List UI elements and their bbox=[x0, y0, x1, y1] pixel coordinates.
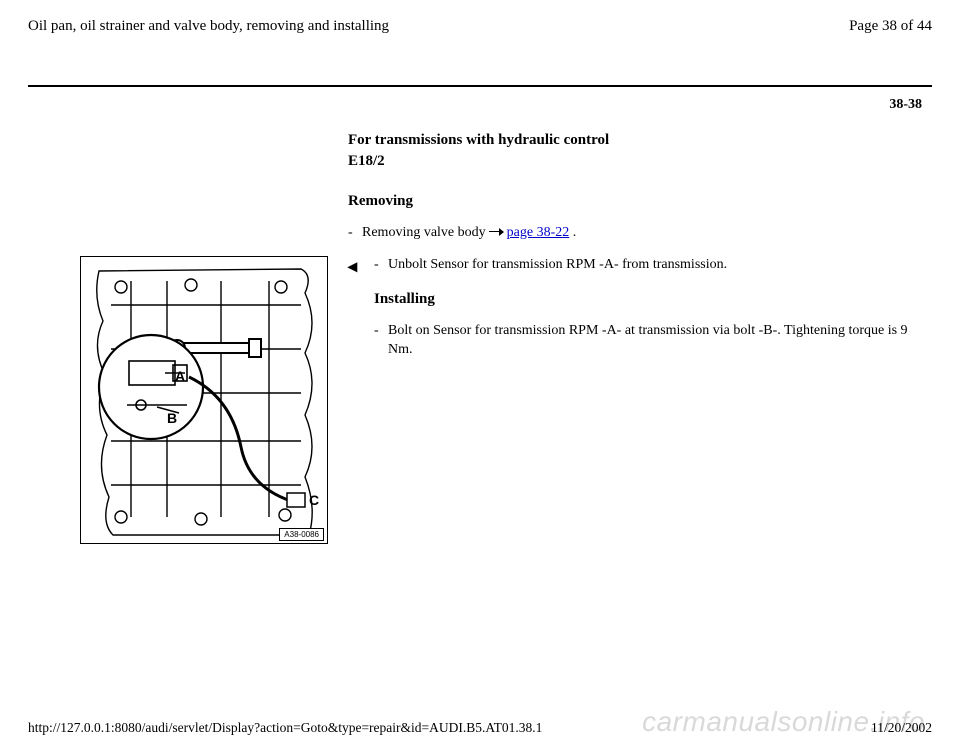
removing-step-text: Removing valve body page 38-22 . bbox=[362, 224, 576, 243]
dash-icon: - bbox=[374, 256, 388, 275]
goto-arrow-icon bbox=[489, 227, 503, 237]
figure-id: A38-0086 bbox=[279, 528, 324, 541]
installing-step: - Bolt on Sensor for transmission RPM -A… bbox=[374, 322, 922, 360]
section-heading-line2: E18/2 bbox=[348, 152, 922, 171]
page-ref: 38-38 bbox=[28, 97, 932, 113]
unbolt-step: - Unbolt Sensor for transmission RPM -A-… bbox=[374, 256, 922, 275]
unbolt-row: ◂ - Unbolt Sensor for transmission RPM -… bbox=[348, 256, 922, 374]
installing-text: Bolt on Sensor for transmission RPM -A- … bbox=[388, 322, 922, 360]
figure: A B C A38-0086 bbox=[80, 256, 328, 544]
text-column: ◂ - Unbolt Sensor for transmission RPM -… bbox=[348, 256, 932, 374]
doc-title: Oil pan, oil strainer and valve body, re… bbox=[28, 18, 389, 35]
figure-label-b: B bbox=[167, 410, 177, 426]
figure-svg: A B C bbox=[81, 257, 328, 544]
section-heading-line1: For transmissions with hydraulic control bbox=[348, 131, 922, 150]
removing-post: . bbox=[569, 225, 576, 240]
page-indicator: Page 38 of 44 bbox=[849, 18, 932, 35]
removing-step: - Removing valve body page 38-22 . bbox=[348, 224, 922, 243]
page-link[interactable]: page 38-22 bbox=[507, 225, 570, 240]
dash-icon: - bbox=[348, 224, 362, 243]
figure-text-row: A B C A38-0086 ◂ - Unbolt Senso bbox=[28, 256, 932, 544]
section-header-block: For transmissions with hydraulic control… bbox=[348, 131, 932, 242]
figure-column: A B C A38-0086 bbox=[28, 256, 348, 544]
unbolt-text: Unbolt Sensor for transmission RPM -A- f… bbox=[388, 256, 727, 275]
footer-date: 11/20/2002 bbox=[871, 720, 932, 736]
page: Oil pan, oil strainer and valve body, re… bbox=[0, 0, 960, 742]
page-footer: http://127.0.0.1:8080/audi/servlet/Displ… bbox=[28, 720, 932, 736]
page-header: Oil pan, oil strainer and valve body, re… bbox=[28, 18, 932, 35]
footer-url: http://127.0.0.1:8080/audi/servlet/Displ… bbox=[28, 720, 542, 736]
pointer-icon: ◂ bbox=[348, 256, 374, 275]
figure-label-c: C bbox=[309, 492, 319, 508]
dash-icon: - bbox=[374, 322, 388, 360]
removing-heading: Removing bbox=[348, 193, 922, 210]
removing-pre: Removing valve body bbox=[362, 225, 489, 240]
installing-heading: Installing bbox=[374, 291, 922, 308]
horizontal-rule bbox=[28, 85, 932, 87]
figure-label-a: A bbox=[175, 368, 185, 384]
